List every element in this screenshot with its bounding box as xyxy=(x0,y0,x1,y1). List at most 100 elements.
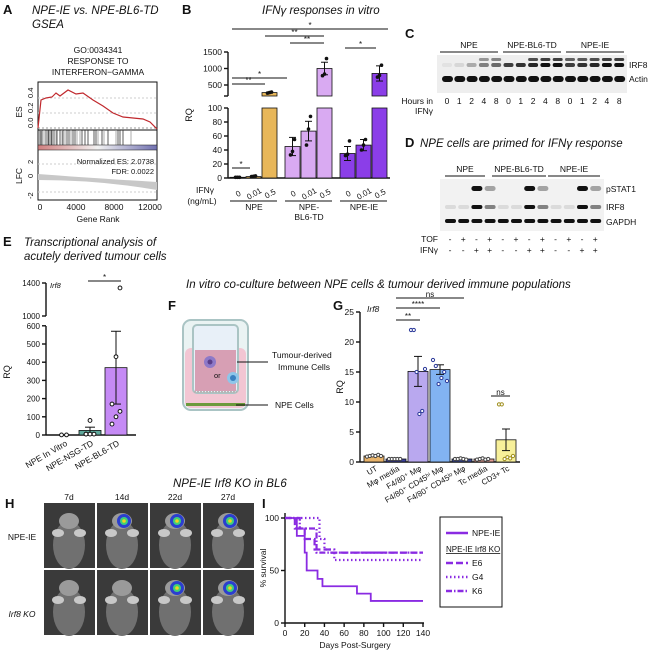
survival-line-e6 xyxy=(285,516,423,554)
data-point xyxy=(304,143,309,147)
tof-sign: + xyxy=(593,234,598,244)
lfc-area xyxy=(38,174,157,190)
bioluminescence-signal xyxy=(228,586,232,590)
ifn-sign: + xyxy=(540,245,545,255)
hour-label: 4 xyxy=(605,96,610,106)
y-axis-label: RQ xyxy=(335,380,345,394)
irf8-band xyxy=(552,63,563,67)
y-tick-label: 500 xyxy=(27,340,41,349)
data-point xyxy=(288,153,293,157)
western-blot-c: NPE NPE-BL6-TD NPE-IE0 1 2 4 8 0 1 2 4 8 0 1 2 4 8IRF8Ac… xyxy=(401,40,648,116)
irf8-band xyxy=(445,205,456,209)
data-point xyxy=(398,456,403,462)
x-tick-label: 100 xyxy=(376,628,390,638)
significance-label: * xyxy=(308,21,311,30)
ifn-sign: - xyxy=(567,245,570,255)
mouse-shoulder xyxy=(52,529,64,537)
panel-title: IFNγ responses in vitro xyxy=(262,5,380,17)
data-point xyxy=(442,369,447,375)
data-point xyxy=(117,285,123,291)
hour-label: 8 xyxy=(617,96,622,106)
x-tick-label: 0.5 xyxy=(373,187,388,201)
actin-band xyxy=(565,76,576,82)
data-point xyxy=(439,375,444,381)
bar xyxy=(316,107,333,179)
irf8-band xyxy=(540,58,551,61)
irf8-band xyxy=(590,205,602,209)
y-tick-label: 100 xyxy=(27,413,41,422)
data-point xyxy=(290,149,295,154)
y-tick-label: 20 xyxy=(345,337,355,347)
x-tick-label: 0.5 xyxy=(318,187,333,201)
panel-letter: E xyxy=(3,234,12,249)
data-point xyxy=(378,453,384,459)
irf8-band xyxy=(577,63,588,67)
data-point xyxy=(113,414,119,420)
actin-band xyxy=(552,76,564,82)
legend-label: G4 xyxy=(472,572,484,582)
y-tick-label: 100 xyxy=(208,103,222,113)
data-point xyxy=(87,431,93,437)
ifn-sign: + xyxy=(527,245,532,255)
irf8-band xyxy=(577,58,588,61)
data-point xyxy=(361,143,366,147)
data-point xyxy=(347,139,352,143)
bioluminescence-signal xyxy=(175,586,179,590)
tof-sign: - xyxy=(528,234,531,244)
bar xyxy=(371,107,388,179)
group-label: BL6-TD xyxy=(294,212,323,222)
data-point xyxy=(414,369,419,375)
band-label: Actin xyxy=(629,74,648,84)
hour-label: 8 xyxy=(494,96,499,106)
x-tick-label: 140 xyxy=(416,628,430,638)
y-tick-label: 0 xyxy=(274,618,279,628)
significance-label: ** xyxy=(405,312,411,321)
survival-line-npe-ie xyxy=(285,517,423,602)
es-tick: 0.4 xyxy=(26,88,35,98)
tof-sign: + xyxy=(461,234,466,244)
tof-sign: - xyxy=(501,234,504,244)
irf8-band xyxy=(478,63,489,67)
x-tick-label: 0 xyxy=(289,189,298,199)
pstat1-band xyxy=(590,186,602,191)
data-point xyxy=(91,431,97,437)
gapdh-band xyxy=(471,219,483,223)
immune-cells-label: Immune Cells xyxy=(278,362,330,372)
irf8-band xyxy=(497,205,509,209)
group-label: NPE xyxy=(460,40,478,50)
y-tick-label: 80 xyxy=(213,117,223,127)
actin-band xyxy=(454,76,466,82)
irf8-band xyxy=(478,58,489,61)
lfc-axis-label: LFC xyxy=(14,168,24,184)
irf8-band xyxy=(540,63,551,67)
hour-label: 2 xyxy=(592,96,597,106)
actin-band xyxy=(442,76,453,82)
irf8-band xyxy=(537,205,549,209)
panel-title: NPE-IE vs. NPE-BL6-TD xyxy=(32,5,159,17)
irf8-band xyxy=(466,63,477,67)
ifn-sign: + xyxy=(487,245,492,255)
bioluminescence-images xyxy=(44,503,254,636)
ifn-sign: - xyxy=(462,245,465,255)
irf8-band xyxy=(454,63,465,67)
data-point xyxy=(345,152,350,156)
y-tick-label: 1000 xyxy=(22,312,40,321)
y-axis-label: % survival xyxy=(258,549,268,588)
significance-label: ns xyxy=(426,290,434,299)
data-point xyxy=(430,357,436,363)
chart-i: 0 50 100 0 20 40 60 80 100 120 140 Days Post-Surger… xyxy=(258,513,503,650)
panel-letter: D xyxy=(405,135,414,150)
gapdh-band xyxy=(577,219,588,223)
mouse-shoulder xyxy=(74,596,86,604)
tof-sign: + xyxy=(487,234,492,244)
data-point xyxy=(359,148,364,152)
x-tick-label: 40 xyxy=(320,628,330,638)
fg-title: In vitro co-culture between NPE cells & … xyxy=(186,279,571,291)
gapdh-band xyxy=(590,219,602,223)
hour-label: 0 xyxy=(506,96,511,106)
data-point xyxy=(253,174,258,178)
day-label: 22d xyxy=(168,492,182,502)
